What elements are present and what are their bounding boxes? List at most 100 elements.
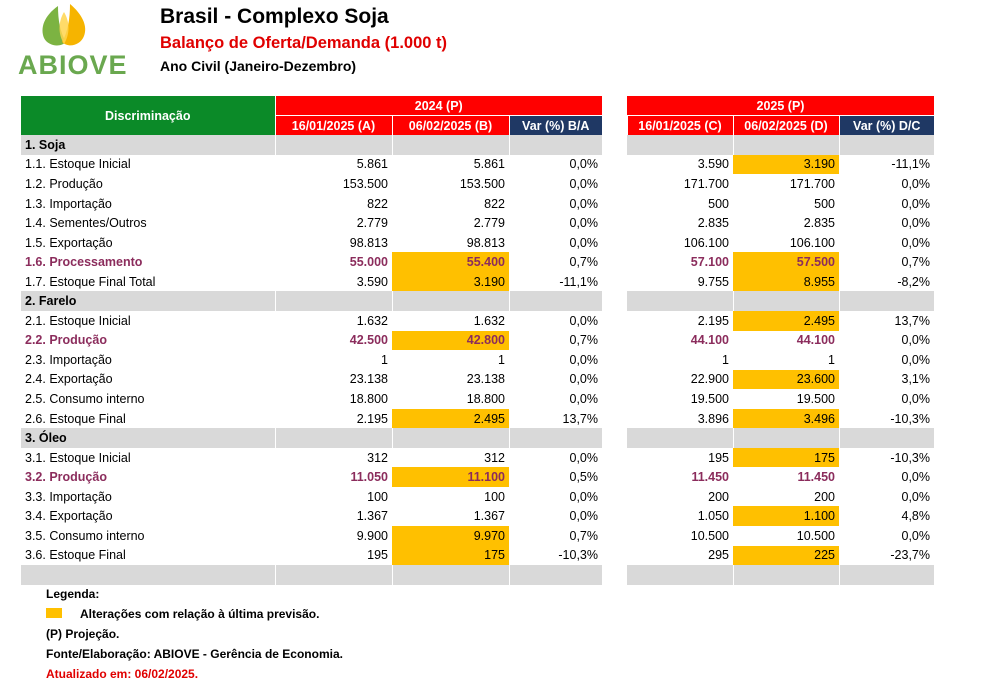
value-c: 295 [708,548,729,563]
row-label: 3.1. Estoque Inicial [25,450,131,465]
value-var-dc: 0,0% [901,391,931,406]
value-var-ba: 0,0% [569,450,599,465]
value-a: 9.900 [356,528,388,543]
table-row: 1.7. Estoque Final Total 3.590 3.190 -11,1%… [21,271,934,292]
value-b: 2.495 [392,408,509,429]
value-d: 3.190 [733,154,839,175]
value-b: 18.800 [466,391,505,406]
value-a: 5.861 [356,157,388,172]
footer-cell [275,565,393,585]
value-d: 57.500 [733,252,839,272]
value-var-ba: 0,5% [569,470,599,485]
row-label: 2.2. Produção [25,333,107,348]
value-var-dc: -23,7% [890,548,930,563]
section-cell-2024 [392,135,510,155]
column-gap [602,467,627,487]
value-a: 11.050 [350,470,388,485]
value-a: 1.367 [356,509,388,524]
header-col-d: 06/02/2025 (D) [732,115,839,136]
value-var-dc: 0,0% [901,176,931,191]
value-var-dc: -8,2% [897,274,930,289]
value-var-ba: 0,0% [569,216,599,231]
value-c: 1.050 [697,509,729,524]
row-label: 1.6. Processamento [25,255,143,270]
value-var-ba: 0,7% [569,528,599,543]
value-var-dc: -11,1% [891,157,930,172]
section-cell-2024 [275,135,393,155]
value-d: 11.450 [797,470,835,485]
abiove-logo: ABIOVE [14,2,127,80]
section-cell-2024 [392,291,510,312]
row-label: 3.2. Produção [25,470,107,485]
section-cell-2025 [627,135,734,155]
table-row: 1.5. Exportação 98.813 98.813 0,0% 106.100 10… [21,232,934,253]
table-row: 3.6. Estoque Final 195 175 -10,3% 295 225 -23,… [21,545,934,566]
section-cell-2024 [509,291,603,312]
row-label: 1.1. Estoque Inicial [25,157,131,172]
row-label: 1.4. Sementes/Outros [25,216,147,231]
value-var-ba: 0,7% [569,333,599,348]
column-gap [602,291,627,312]
column-gap [602,526,627,546]
value-var-dc: 0,0% [901,235,931,250]
table-row: 2.6. Estoque Final 2.195 2.495 13,7% 3.896 3.… [21,408,934,429]
value-var-dc: 0,0% [901,489,931,504]
value-a: 42.500 [349,333,388,348]
table-row: 1.4. Sementes/Outros 2.779 2.779 0,0% 2.835 2… [21,213,934,233]
value-a: 2.195 [356,411,388,426]
row-label: 2.6. Estoque Final [25,411,126,426]
value-var-ba: -10,3% [558,548,598,563]
value-var-ba: 0,0% [569,176,599,191]
section-cell-2025 [627,291,734,312]
value-d: 23.600 [733,369,839,390]
soy-drop-icon [42,4,86,46]
footer-cell [733,565,840,585]
value-var-dc: 0,0% [901,333,931,348]
value-b: 175 [392,545,509,566]
value-c: 44.100 [690,333,729,348]
row-label: 1.2. Produção [25,176,103,191]
value-var-ba: 0,0% [569,235,599,250]
value-a: 23.138 [349,372,388,387]
table-row: 2.5. Consumo interno 18.800 18.800 0,0% 19.5… [21,389,934,409]
value-c: 22.900 [690,372,729,387]
legend-updated: Atualizado em: 06/02/2025. [46,667,199,681]
value-var-dc: 0,0% [901,470,931,485]
column-gap [602,174,627,194]
row-label: 3.3. Importação [25,489,112,504]
value-c: 3.590 [697,157,729,172]
value-var-ba: 0,0% [569,313,599,328]
value-var-ba: 0,0% [569,489,599,504]
value-b: 55.400 [392,252,509,272]
value-b: 2.779 [473,216,505,231]
footer-cell [21,565,276,585]
section-cell-2025 [733,291,840,312]
value-d: 1 [828,352,835,367]
value-d: 225 [733,545,839,566]
legend-title: Legenda: [46,587,100,601]
value-var-ba: 0,0% [569,352,599,367]
column-gap [602,408,627,429]
column-gap [602,271,627,292]
legend-source: Fonte/Elaboração: ABIOVE - Gerência de E… [46,647,343,661]
table-row: 1.1. Estoque Inicial 5.861 5.861 0,0% 3.590 3… [21,154,934,175]
section-cell-2025 [839,291,935,312]
section-cell-2024 [509,428,603,448]
value-a: 1 [381,352,388,367]
value-c: 1 [722,352,729,367]
value-var-dc: -10,3% [890,411,930,426]
column-gap [602,506,627,527]
value-b: 822 [484,196,505,211]
column-gap [602,545,627,566]
footer-row [21,565,935,585]
value-var-ba: 0,0% [569,391,599,406]
table-row: 1.3. Importação 822 822 0,0% 500 500 0,0% [21,193,934,214]
value-var-ba: 0,0% [569,196,599,211]
legend-highlight-row: Alterações com relação à última previsão… [46,607,343,627]
table-body: 1. Soja 1.1. Estoque Inicial 5.861 5.861 0,0… [21,135,935,585]
table-row: 3.1. Estoque Inicial 312 312 0,0% 195 175 -10,… [21,447,934,468]
value-var-dc: 3,1% [901,372,931,387]
value-b: 5.861 [473,157,505,172]
row-label: 3.5. Consumo interno [25,528,145,543]
column-gap [602,154,627,175]
